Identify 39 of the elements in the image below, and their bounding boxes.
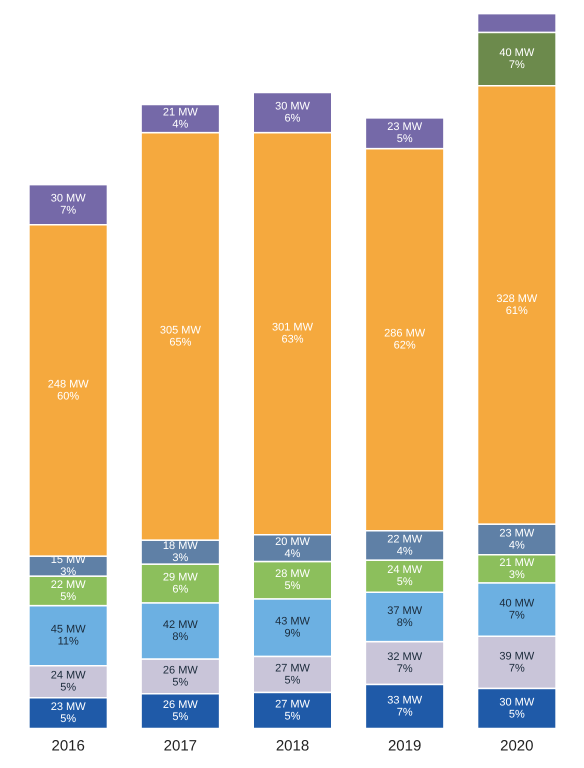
data-label: 30 MW 5% (499, 696, 535, 720)
data-label: 26 MW 5% (162, 664, 198, 688)
data-label: 23 MW 4% (499, 527, 535, 552)
data-label: 24 MW 5% (387, 564, 423, 588)
data-label: 27 MW 5% (275, 662, 311, 686)
data-label: 39 MW 7% (499, 650, 535, 674)
data-label: 30 MW 7% (50, 192, 86, 217)
data-label: 30 MW 6% (275, 100, 311, 125)
x-tick-label: 2016 (52, 738, 85, 754)
data-label: 21 MW 3% (499, 556, 535, 581)
x-tick-label: 2017 (164, 738, 198, 754)
data-label: 43 MW 9% (275, 616, 311, 640)
data-label: 42 MW 8% (162, 618, 198, 643)
data-label: 27 MW 5% (275, 698, 311, 722)
x-tick-label: 2019 (388, 738, 422, 754)
data-label: 26 MW 5% (162, 699, 198, 724)
data-label: 20 MW 4% (275, 536, 311, 560)
x-tick-label: 2018 (276, 738, 310, 754)
data-label: 22 MW 5% (50, 578, 86, 603)
data-label: 37 MW 8% (387, 604, 423, 629)
data-label: 45 MW 11% (50, 624, 86, 648)
data-label: 18 MW 3% (162, 540, 198, 564)
data-label: 40 MW 7% (499, 47, 535, 72)
data-label: 24 MW 5% (50, 670, 86, 694)
x-tick-label: 2020 (500, 738, 534, 754)
data-label: 28 MW 5% (275, 568, 311, 592)
data-label: 328 MW 61% (496, 292, 538, 317)
data-label: 305 MW 65% (160, 324, 202, 348)
data-label: 23 MW 5% (387, 121, 423, 146)
data-label: 23 MW 5% (50, 701, 86, 726)
data-label: 33 MW 7% (387, 694, 423, 718)
data-label: 248 MW 60% (48, 378, 90, 402)
data-label: 40 MW 7% (499, 598, 535, 622)
data-label: 301 MW 63% (272, 322, 314, 346)
data-label: 21 MW 4% (162, 106, 198, 131)
data-label: 32 MW 7% (387, 651, 423, 676)
data-label: 286 MW 62% (384, 328, 426, 352)
data-label: 29 MW 6% (162, 572, 198, 596)
data-label: 22 MW 4% (387, 533, 423, 558)
